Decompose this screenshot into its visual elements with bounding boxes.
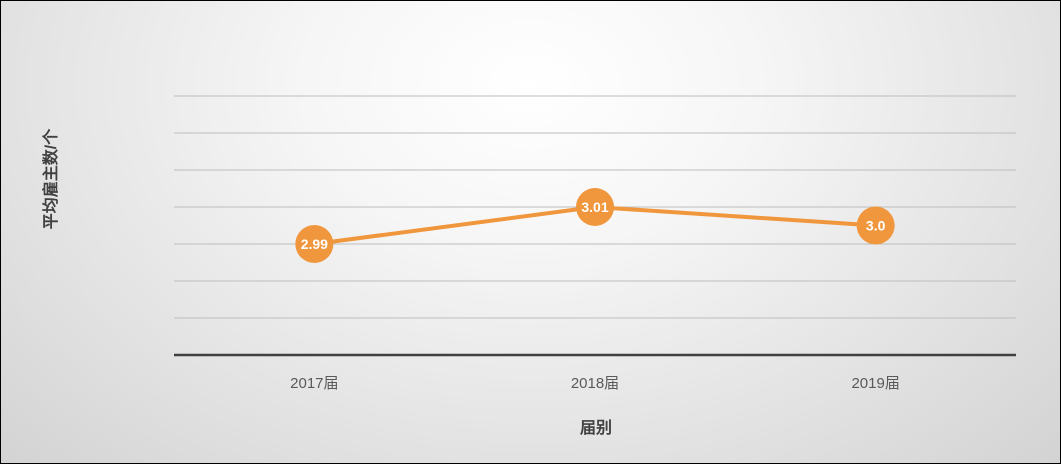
x-tick-label: 2019届 bbox=[851, 375, 899, 392]
x-tick-label: 2018届 bbox=[571, 375, 619, 392]
x-axis-title: 届别 bbox=[580, 419, 612, 437]
y-axis-title: 平均雇主数/个 bbox=[41, 128, 60, 229]
x-tick-label: 2017届 bbox=[290, 375, 338, 392]
data-label: 3.01 bbox=[581, 199, 608, 215]
data-label: 2.99 bbox=[301, 236, 328, 252]
series-group: 2.99 3.01 3.0 bbox=[295, 188, 895, 263]
data-point bbox=[576, 188, 614, 226]
data-label: 3.0 bbox=[866, 218, 886, 234]
x-tick-labels: 2017届 2018届 2019届 bbox=[290, 375, 900, 392]
data-point bbox=[295, 225, 334, 263]
data-point bbox=[856, 206, 895, 245]
